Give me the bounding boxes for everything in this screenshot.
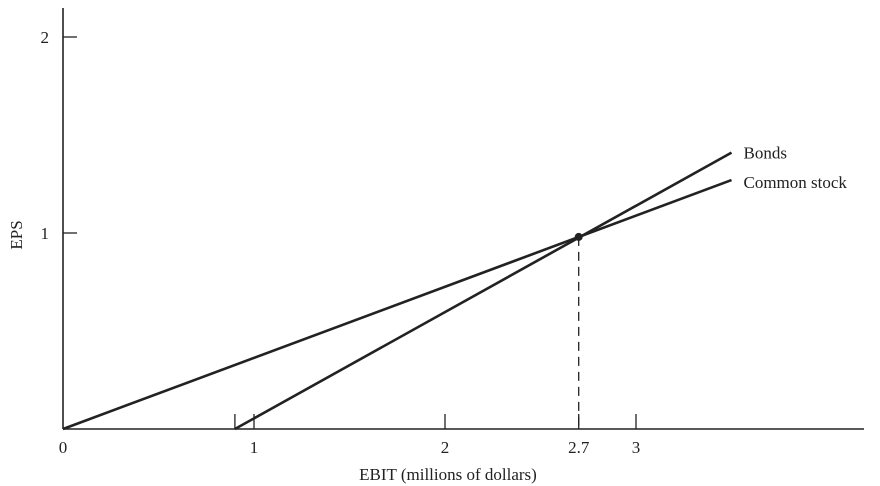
x-tick-label: 1 (250, 438, 259, 457)
break-even-point (574, 232, 583, 241)
x-tick-label: 0 (59, 438, 68, 457)
y-tick-label: 1 (41, 224, 50, 243)
series-line-bonds (234, 151, 733, 431)
y-tick-label: 2 (41, 28, 50, 47)
x-tick-label: 3 (632, 438, 641, 457)
x-axis-label: EBIT (millions of dollars) (359, 465, 537, 484)
series-label-common-stock: Common stock (744, 173, 848, 192)
series-label-bonds: Bonds (744, 144, 787, 163)
y-axis-label: EPS (7, 220, 26, 249)
annotations (574, 232, 583, 429)
x-tick-label: 2.7 (568, 438, 590, 457)
series-lines: Bonds Common stock (62, 144, 848, 431)
x-tick-label: 2 (441, 438, 450, 457)
ticks: 0 1 2 2.7 3 1 2 (41, 28, 641, 457)
series-line-common-stock (62, 178, 732, 431)
axes (62, 8, 864, 430)
